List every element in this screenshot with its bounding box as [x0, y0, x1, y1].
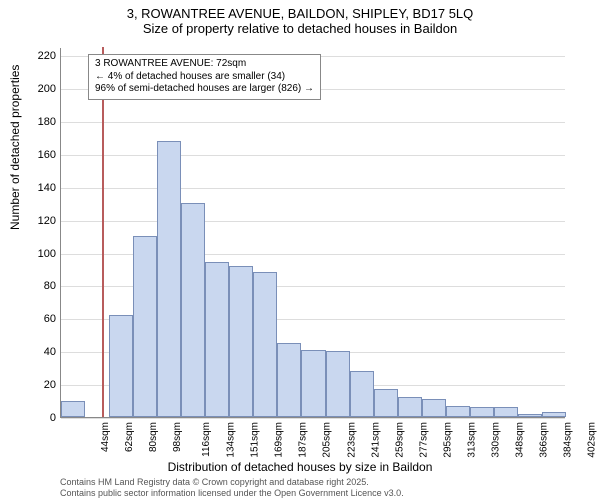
histogram-bar [326, 351, 350, 417]
histogram-bar [229, 266, 253, 417]
histogram-bar [133, 236, 157, 417]
histogram-bar [253, 272, 277, 417]
histogram-bar [398, 397, 422, 417]
x-tick-label: 80sqm [148, 422, 159, 452]
x-tick-label: 116sqm [201, 422, 212, 457]
title-line-2: Size of property relative to detached ho… [0, 21, 600, 36]
y-tick-label: 0 [50, 412, 56, 424]
histogram-bar [157, 141, 181, 417]
footer: Contains HM Land Registry data © Crown c… [60, 477, 404, 498]
x-tick-label: 313sqm [466, 422, 477, 458]
x-tick-label: 241sqm [370, 422, 381, 458]
histogram-bar [542, 412, 566, 417]
title-line-1: 3, ROWANTREE AVENUE, BAILDON, SHIPLEY, B… [0, 6, 600, 21]
histogram-bar [374, 389, 398, 417]
annotation-box: 3 ROWANTREE AVENUE: 72sqm ← 4% of detach… [88, 54, 321, 100]
x-tick-label: 44sqm [100, 422, 111, 452]
histogram-bar [446, 406, 470, 418]
annotation-line-1: 3 ROWANTREE AVENUE: 72sqm [95, 58, 314, 71]
x-tick-label: 169sqm [274, 422, 285, 458]
x-tick-label: 134sqm [226, 422, 237, 458]
x-tick-label: 187sqm [298, 422, 309, 458]
footer-line-1: Contains HM Land Registry data © Crown c… [60, 477, 404, 487]
y-tick-label: 160 [38, 149, 56, 161]
gridline [61, 418, 565, 419]
annotation-line-2: ← 4% of detached houses are smaller (34) [95, 71, 314, 84]
x-tick-label: 259sqm [394, 422, 405, 458]
footer-line-2: Contains public sector information licen… [60, 488, 404, 498]
property-marker-line [102, 47, 104, 417]
x-tick-label: 295sqm [442, 422, 453, 458]
chart-area: 3 ROWANTREE AVENUE: 72sqm ← 4% of detach… [60, 48, 565, 418]
histogram-bar [470, 407, 494, 417]
y-tick-label: 180 [38, 116, 56, 128]
title-block: 3, ROWANTREE AVENUE, BAILDON, SHIPLEY, B… [0, 0, 600, 36]
x-tick-label: 330sqm [490, 422, 501, 458]
x-tick-label: 384sqm [563, 422, 574, 458]
gridline [61, 122, 565, 123]
y-tick-label: 80 [44, 280, 56, 292]
histogram-bar [181, 203, 205, 417]
x-tick-label: 98sqm [172, 422, 183, 452]
histogram-bar [61, 401, 85, 417]
x-tick-label: 223sqm [346, 422, 357, 458]
y-tick-label: 40 [44, 346, 56, 358]
y-tick-label: 60 [44, 313, 56, 325]
y-tick-label: 100 [38, 248, 56, 260]
histogram-bar [494, 407, 518, 417]
y-tick-label: 200 [38, 83, 56, 95]
y-tick-label: 20 [44, 379, 56, 391]
y-tick-label: 140 [38, 182, 56, 194]
x-tick-label: 366sqm [538, 422, 549, 458]
histogram-bar [301, 350, 325, 417]
plot-region [60, 48, 565, 418]
x-tick-label: 151sqm [250, 422, 261, 458]
histogram-bar [109, 315, 133, 417]
x-tick-label: 402sqm [587, 422, 598, 458]
histogram-bar [518, 414, 542, 417]
chart-container: 3, ROWANTREE AVENUE, BAILDON, SHIPLEY, B… [0, 0, 600, 500]
x-tick-label: 277sqm [418, 422, 429, 458]
histogram-bar [350, 371, 374, 417]
x-axis-label: Distribution of detached houses by size … [0, 460, 600, 474]
y-axis-label: Number of detached properties [8, 65, 22, 230]
x-tick-label: 205sqm [322, 422, 333, 458]
gridline [61, 155, 565, 156]
histogram-bar [205, 262, 229, 417]
x-tick-label: 348sqm [514, 422, 525, 458]
x-tick-label: 62sqm [124, 422, 135, 452]
histogram-bar [277, 343, 301, 417]
y-tick-label: 220 [38, 50, 56, 62]
y-tick-label: 120 [38, 215, 56, 227]
gridline [61, 221, 565, 222]
histogram-bar [422, 399, 446, 417]
gridline [61, 188, 565, 189]
annotation-line-3: 96% of semi-detached houses are larger (… [95, 83, 314, 96]
